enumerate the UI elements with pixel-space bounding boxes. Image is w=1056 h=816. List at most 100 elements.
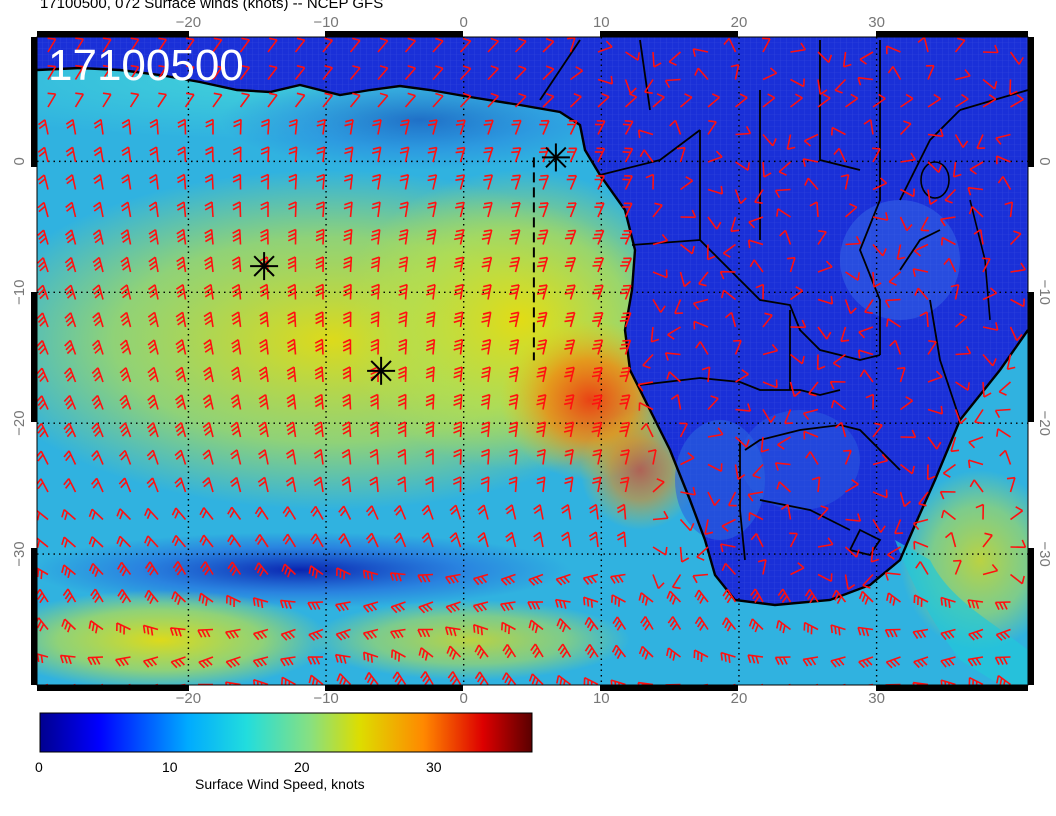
wind-barb bbox=[944, 531, 957, 548]
wind-barb bbox=[1010, 262, 1026, 273]
wind-barb bbox=[205, 146, 214, 163]
wind-barb bbox=[200, 561, 214, 576]
wind-barb bbox=[619, 312, 632, 328]
wind-barb bbox=[996, 428, 1011, 438]
wind-barb bbox=[426, 256, 437, 273]
wind-barb bbox=[533, 531, 544, 548]
wind-barb bbox=[950, 436, 960, 453]
wind-barb bbox=[399, 146, 410, 163]
wind-barbs bbox=[37, 37, 1027, 685]
wind-barb bbox=[282, 533, 297, 548]
wind-barb bbox=[477, 531, 489, 548]
wind-barb bbox=[954, 134, 969, 148]
wind-barb bbox=[597, 40, 613, 53]
wind-barb bbox=[612, 616, 627, 631]
wind-barb bbox=[817, 537, 834, 548]
wind-barb bbox=[398, 283, 408, 300]
wind-barb bbox=[483, 174, 494, 190]
wind-barb bbox=[671, 574, 682, 590]
wind-barb bbox=[369, 421, 379, 438]
wind-barb bbox=[674, 299, 683, 315]
wind-barb bbox=[455, 119, 466, 135]
wind-barb bbox=[459, 65, 472, 81]
wind-barb bbox=[542, 37, 555, 53]
wind-barb bbox=[480, 421, 491, 438]
wind-barb bbox=[692, 573, 709, 584]
wind-barb bbox=[833, 147, 847, 163]
wind-barb bbox=[176, 201, 187, 218]
wind-barb bbox=[803, 133, 819, 147]
wind-barb bbox=[74, 92, 84, 108]
wind-barb bbox=[840, 326, 850, 343]
wind-barb bbox=[804, 177, 819, 191]
wind-barb bbox=[174, 394, 187, 410]
wind-barb bbox=[252, 656, 269, 668]
wind-barb bbox=[362, 569, 379, 581]
wind-barb bbox=[459, 92, 472, 108]
wind-barb bbox=[638, 401, 654, 411]
lon-tick-label: 20 bbox=[731, 14, 748, 31]
wind-barb bbox=[748, 216, 764, 229]
wind-barb bbox=[592, 312, 604, 328]
wind-barb bbox=[561, 531, 572, 548]
wind-barb bbox=[91, 450, 104, 465]
wind-barb bbox=[588, 503, 599, 520]
wind-barb bbox=[645, 173, 655, 190]
wind-barb bbox=[258, 449, 269, 465]
wind-barb bbox=[680, 452, 695, 466]
wind-barb bbox=[184, 92, 195, 108]
wind-barb bbox=[927, 340, 937, 355]
wind-barb bbox=[398, 256, 409, 273]
wind-barb bbox=[254, 506, 269, 520]
wind-barb bbox=[844, 546, 860, 558]
wind-barb bbox=[610, 679, 626, 685]
wind-barb bbox=[142, 656, 159, 668]
wind-barb bbox=[203, 283, 214, 300]
wind-barb bbox=[528, 673, 544, 685]
wind-barb bbox=[481, 311, 492, 328]
wind-barb bbox=[146, 449, 159, 465]
wind-barb bbox=[119, 311, 132, 328]
wind-barb bbox=[759, 683, 764, 685]
wind-barb bbox=[129, 64, 140, 80]
wind-barb bbox=[679, 518, 695, 532]
wind-barb bbox=[642, 353, 654, 369]
wind-barb bbox=[974, 409, 984, 424]
wind-barb bbox=[425, 311, 436, 328]
wind-barb bbox=[229, 476, 242, 493]
wind-barb bbox=[148, 173, 159, 190]
wind-barb bbox=[500, 601, 516, 612]
wind-barb bbox=[666, 590, 682, 605]
wind-barb bbox=[88, 508, 104, 521]
wind-barb bbox=[858, 590, 874, 605]
wind-barb bbox=[286, 421, 297, 438]
wind-barb bbox=[784, 409, 793, 425]
wind-barb bbox=[261, 118, 270, 135]
wind-barb bbox=[845, 236, 862, 246]
wind-barb bbox=[505, 531, 517, 548]
wind-barb bbox=[666, 647, 681, 661]
wind-barb bbox=[398, 366, 407, 383]
wind-barb bbox=[501, 672, 517, 685]
wind-barb bbox=[941, 509, 956, 521]
wind-barb bbox=[287, 228, 297, 245]
wind-barb bbox=[592, 476, 602, 493]
wind-barb bbox=[927, 405, 944, 415]
wind-barb bbox=[294, 65, 306, 80]
wind-barb bbox=[582, 573, 599, 585]
wind-barb bbox=[780, 504, 792, 520]
wind-barb bbox=[212, 92, 223, 108]
wind-barb bbox=[566, 147, 578, 163]
wind-barb bbox=[267, 92, 278, 108]
lon-tick-label: 0 bbox=[460, 14, 468, 31]
wind-barb bbox=[817, 260, 833, 273]
wind-barb bbox=[37, 653, 49, 664]
wind-barb bbox=[231, 283, 242, 300]
wind-barb bbox=[620, 284, 632, 300]
colorbar bbox=[39, 712, 533, 753]
wind-barb bbox=[885, 45, 901, 55]
wind-barb bbox=[982, 94, 997, 108]
wind-barb bbox=[175, 366, 187, 383]
wind-barb bbox=[750, 588, 764, 603]
wind-barb bbox=[425, 338, 436, 355]
